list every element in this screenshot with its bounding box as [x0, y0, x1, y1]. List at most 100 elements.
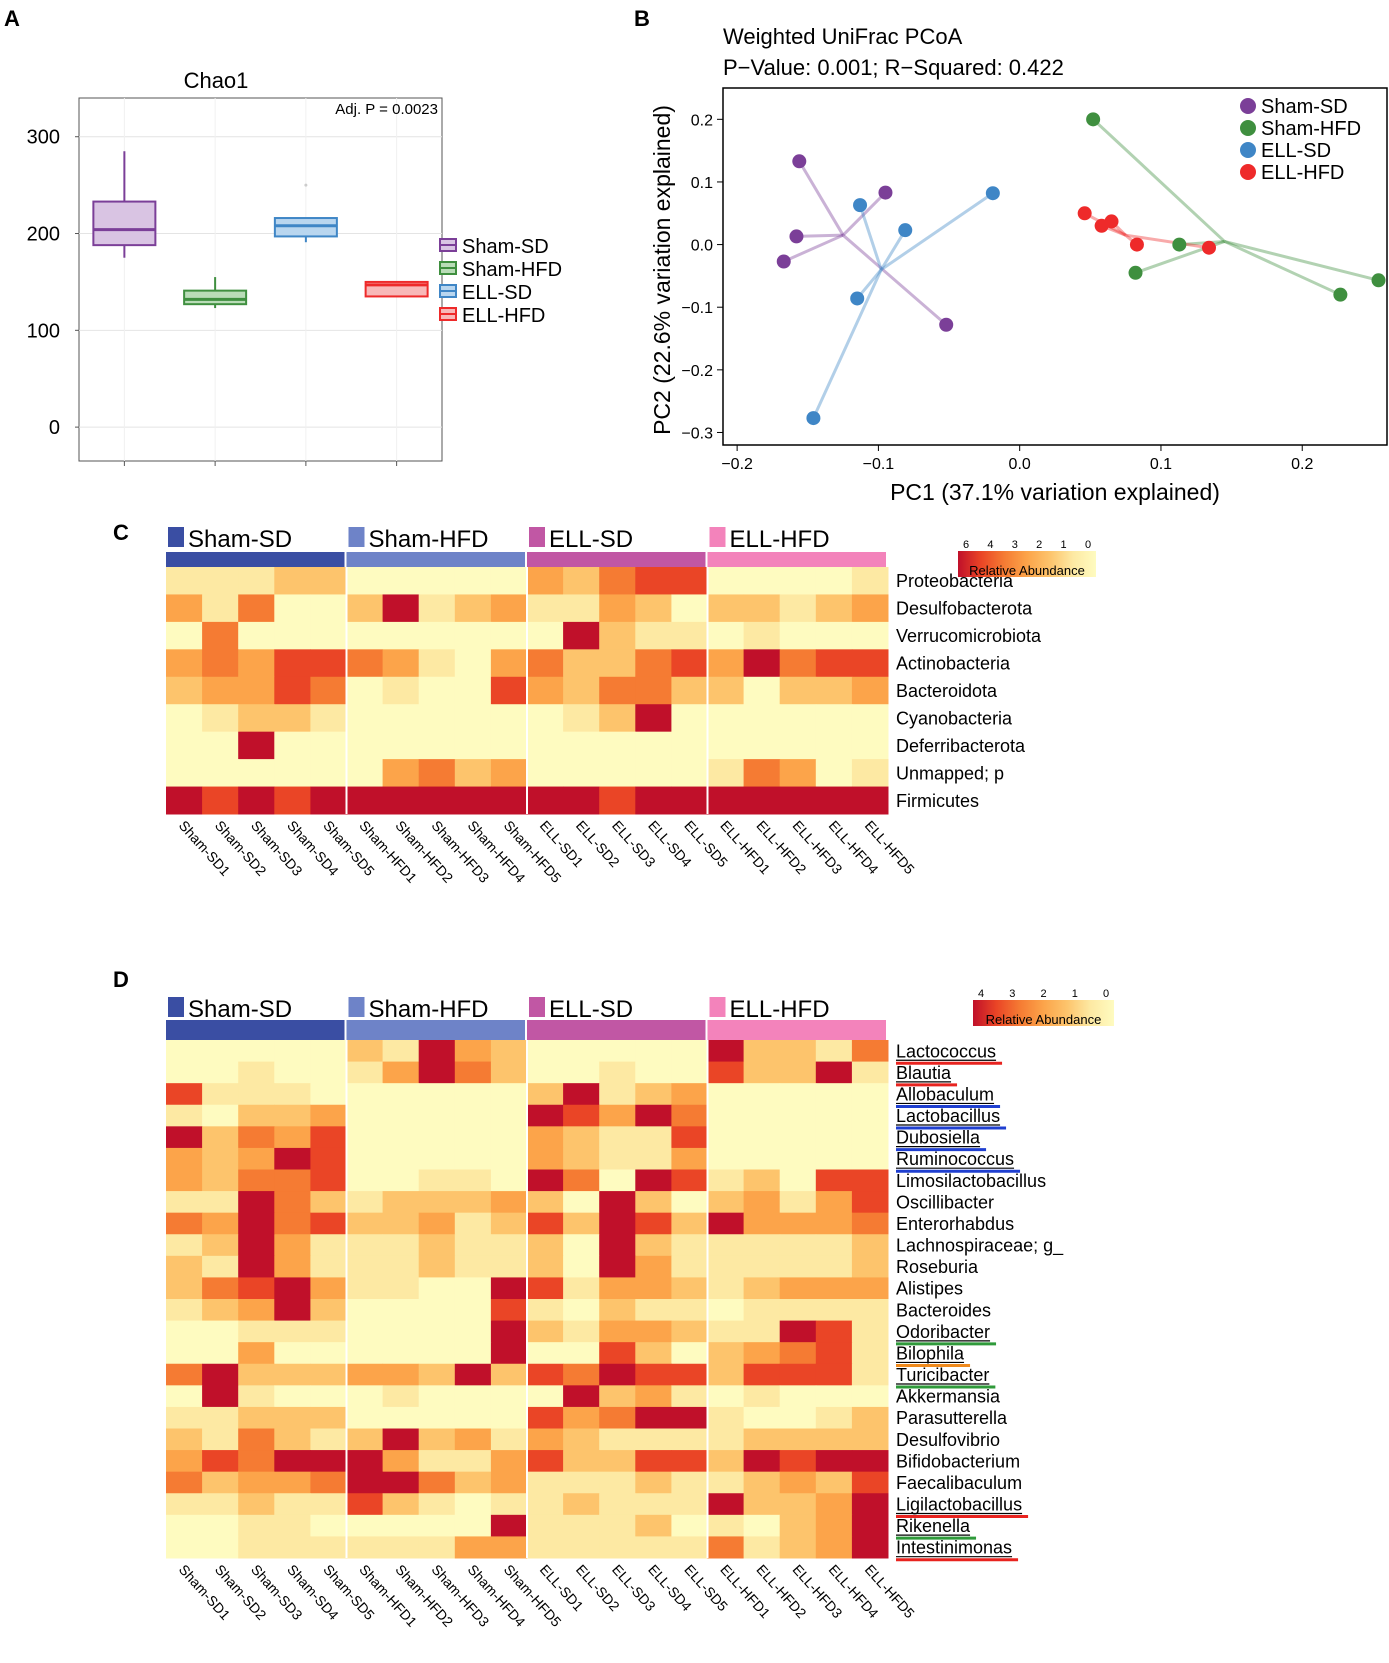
- heatmap-cell: [599, 1040, 636, 1063]
- heatmap-cell: [490, 1342, 528, 1365]
- heatmap-cell: [635, 1385, 672, 1408]
- heatmap-cell: [527, 1277, 564, 1300]
- heatmap-cell: [635, 1234, 672, 1257]
- heatmap-cell: [382, 1450, 420, 1473]
- heatmap-cell: [166, 594, 203, 623]
- heatmap-cell: [599, 1514, 636, 1537]
- heatmap-cell: [202, 1083, 239, 1106]
- heatmap-cell: [166, 1299, 203, 1322]
- pcoa-spider-line-sham-hfd: [1179, 239, 1225, 247]
- heatmap-cell: [635, 1428, 672, 1451]
- heatmap-cell: [238, 1061, 275, 1084]
- heatmap-cell: [563, 1363, 600, 1386]
- heatmap-cell: [635, 1104, 672, 1127]
- heatmap-cell: [274, 1450, 311, 1473]
- heatmap-cell: [671, 1363, 708, 1386]
- heatmap-cell: [418, 1234, 456, 1257]
- heatmap-cell: [527, 567, 564, 595]
- heatmap-cell: [635, 731, 672, 760]
- heatmap-cell: [454, 704, 492, 733]
- pcoa-y-label: PC2 (22.6% variation explained): [649, 105, 675, 435]
- heatmap-cell: [418, 567, 456, 595]
- heatmap-cell: [671, 621, 708, 650]
- heatmap-cell: [671, 704, 708, 733]
- heatmap-cell: [382, 1061, 420, 1084]
- color-legend-label: Relative Abundance: [986, 1012, 1102, 1027]
- heatmap-cell: [454, 1234, 492, 1257]
- heatmap-cell: [599, 1342, 636, 1365]
- heatmap-cell: [527, 1320, 564, 1343]
- heatmap-cell: [454, 567, 492, 595]
- heatmap-cell: [743, 1147, 781, 1170]
- genus-heatmap: Sham-SD Sham-HFD ELL-SD ELL-HFDLactococcusB…: [166, 988, 1114, 1630]
- heatmap-cell: [454, 1126, 492, 1149]
- row-label-bacteroides: Bacteroides: [896, 1300, 991, 1320]
- heatmap-cell: [707, 1450, 745, 1473]
- heatmap-cell: [166, 1234, 203, 1257]
- heatmap-cell: [815, 1169, 853, 1192]
- heatmap-cell: [527, 1126, 564, 1149]
- heatmap-cell: [274, 1277, 311, 1300]
- heatmap-cell: [346, 1342, 384, 1365]
- heatmap-cell: [238, 1040, 275, 1063]
- heatmap-cell: [202, 1406, 239, 1429]
- pcoa-axes: −0.2 −0.1 0.0 0.1 0.2 −0.3 −0.2 −0.1 0.0 0.1 0.2: [681, 112, 1313, 473]
- heatmap-cell: [671, 1385, 708, 1408]
- pcoa-point-ell-hfd: [1077, 206, 1092, 221]
- group-header-ell-sd: ELL-SD: [527, 996, 706, 1042]
- heatmap-cell: [599, 1428, 636, 1451]
- heatmap-cell: [671, 1061, 708, 1084]
- heatmap-cell: [527, 1212, 564, 1235]
- row-label-unmapped-p: Unmapped; p: [896, 763, 1004, 783]
- heatmap-cell: [563, 1191, 600, 1214]
- heatmap-cell: [527, 621, 564, 650]
- heatmap-cell: [815, 1234, 853, 1257]
- pcoa-legend-marker: [1240, 142, 1256, 158]
- heatmap-cell: [346, 1234, 384, 1257]
- heatmap-cell: [346, 1147, 384, 1170]
- color-legend-tick: 6: [963, 539, 969, 551]
- heatmap-cell: [563, 649, 600, 678]
- heatmap-cell: [490, 1514, 528, 1537]
- heatmap-cell: [202, 1385, 239, 1408]
- heatmap-cell: [274, 1471, 311, 1494]
- heatmap-cell: [310, 704, 347, 733]
- column-labels: Sham-SD1Sham-SD2Sham-SD3Sham-SD4Sham-SD5…: [176, 1561, 918, 1630]
- heatmap-cell: [815, 1147, 853, 1170]
- heatmap-cell: [382, 594, 420, 623]
- heatmap-cell: [635, 621, 672, 650]
- heatmap-cell: [202, 1536, 239, 1559]
- group-label: Sham-HFD: [369, 996, 489, 1023]
- heatmap-cell: [238, 1406, 275, 1429]
- heatmap-cell: [274, 594, 311, 623]
- heatmap-cell: [851, 676, 889, 705]
- heatmap-cell: [346, 1536, 384, 1559]
- heatmap-cell: [851, 1126, 889, 1149]
- heatmap-cell: [490, 1061, 528, 1084]
- heatmap-cell: [454, 1406, 492, 1429]
- heatmap-cell: [274, 1083, 311, 1106]
- heatmap-cell: [382, 1277, 420, 1300]
- row-label-cyanobacteria: Cyanobacteria: [896, 708, 1013, 728]
- heatmap-cell: [635, 1169, 672, 1192]
- heatmap-cell: [346, 1169, 384, 1192]
- heatmap-cell: [310, 759, 347, 788]
- heatmap-cell: [779, 1169, 817, 1192]
- pcoa-point-ell-sd: [850, 291, 865, 306]
- heatmap-cell: [238, 786, 275, 815]
- heatmap-cell: [202, 1471, 239, 1494]
- heatmap-cell: [454, 621, 492, 650]
- heatmap-cell: [382, 1234, 420, 1257]
- group-header-sham-hfd: Sham-HFD: [346, 526, 525, 574]
- heatmap-cell: [346, 1083, 384, 1106]
- pcoa-point-ell-sd: [898, 223, 913, 238]
- group-bar: [166, 1020, 345, 1042]
- heatmap-cell: [382, 1104, 420, 1127]
- panel-letter-c: C: [113, 520, 129, 545]
- heatmap-cell: [635, 649, 672, 678]
- heatmap-cell: [743, 1320, 781, 1343]
- heatmap-cell: [274, 1299, 311, 1322]
- row-label-lactococcus: Lactococcus: [896, 1041, 996, 1061]
- group-bar: [527, 1020, 706, 1042]
